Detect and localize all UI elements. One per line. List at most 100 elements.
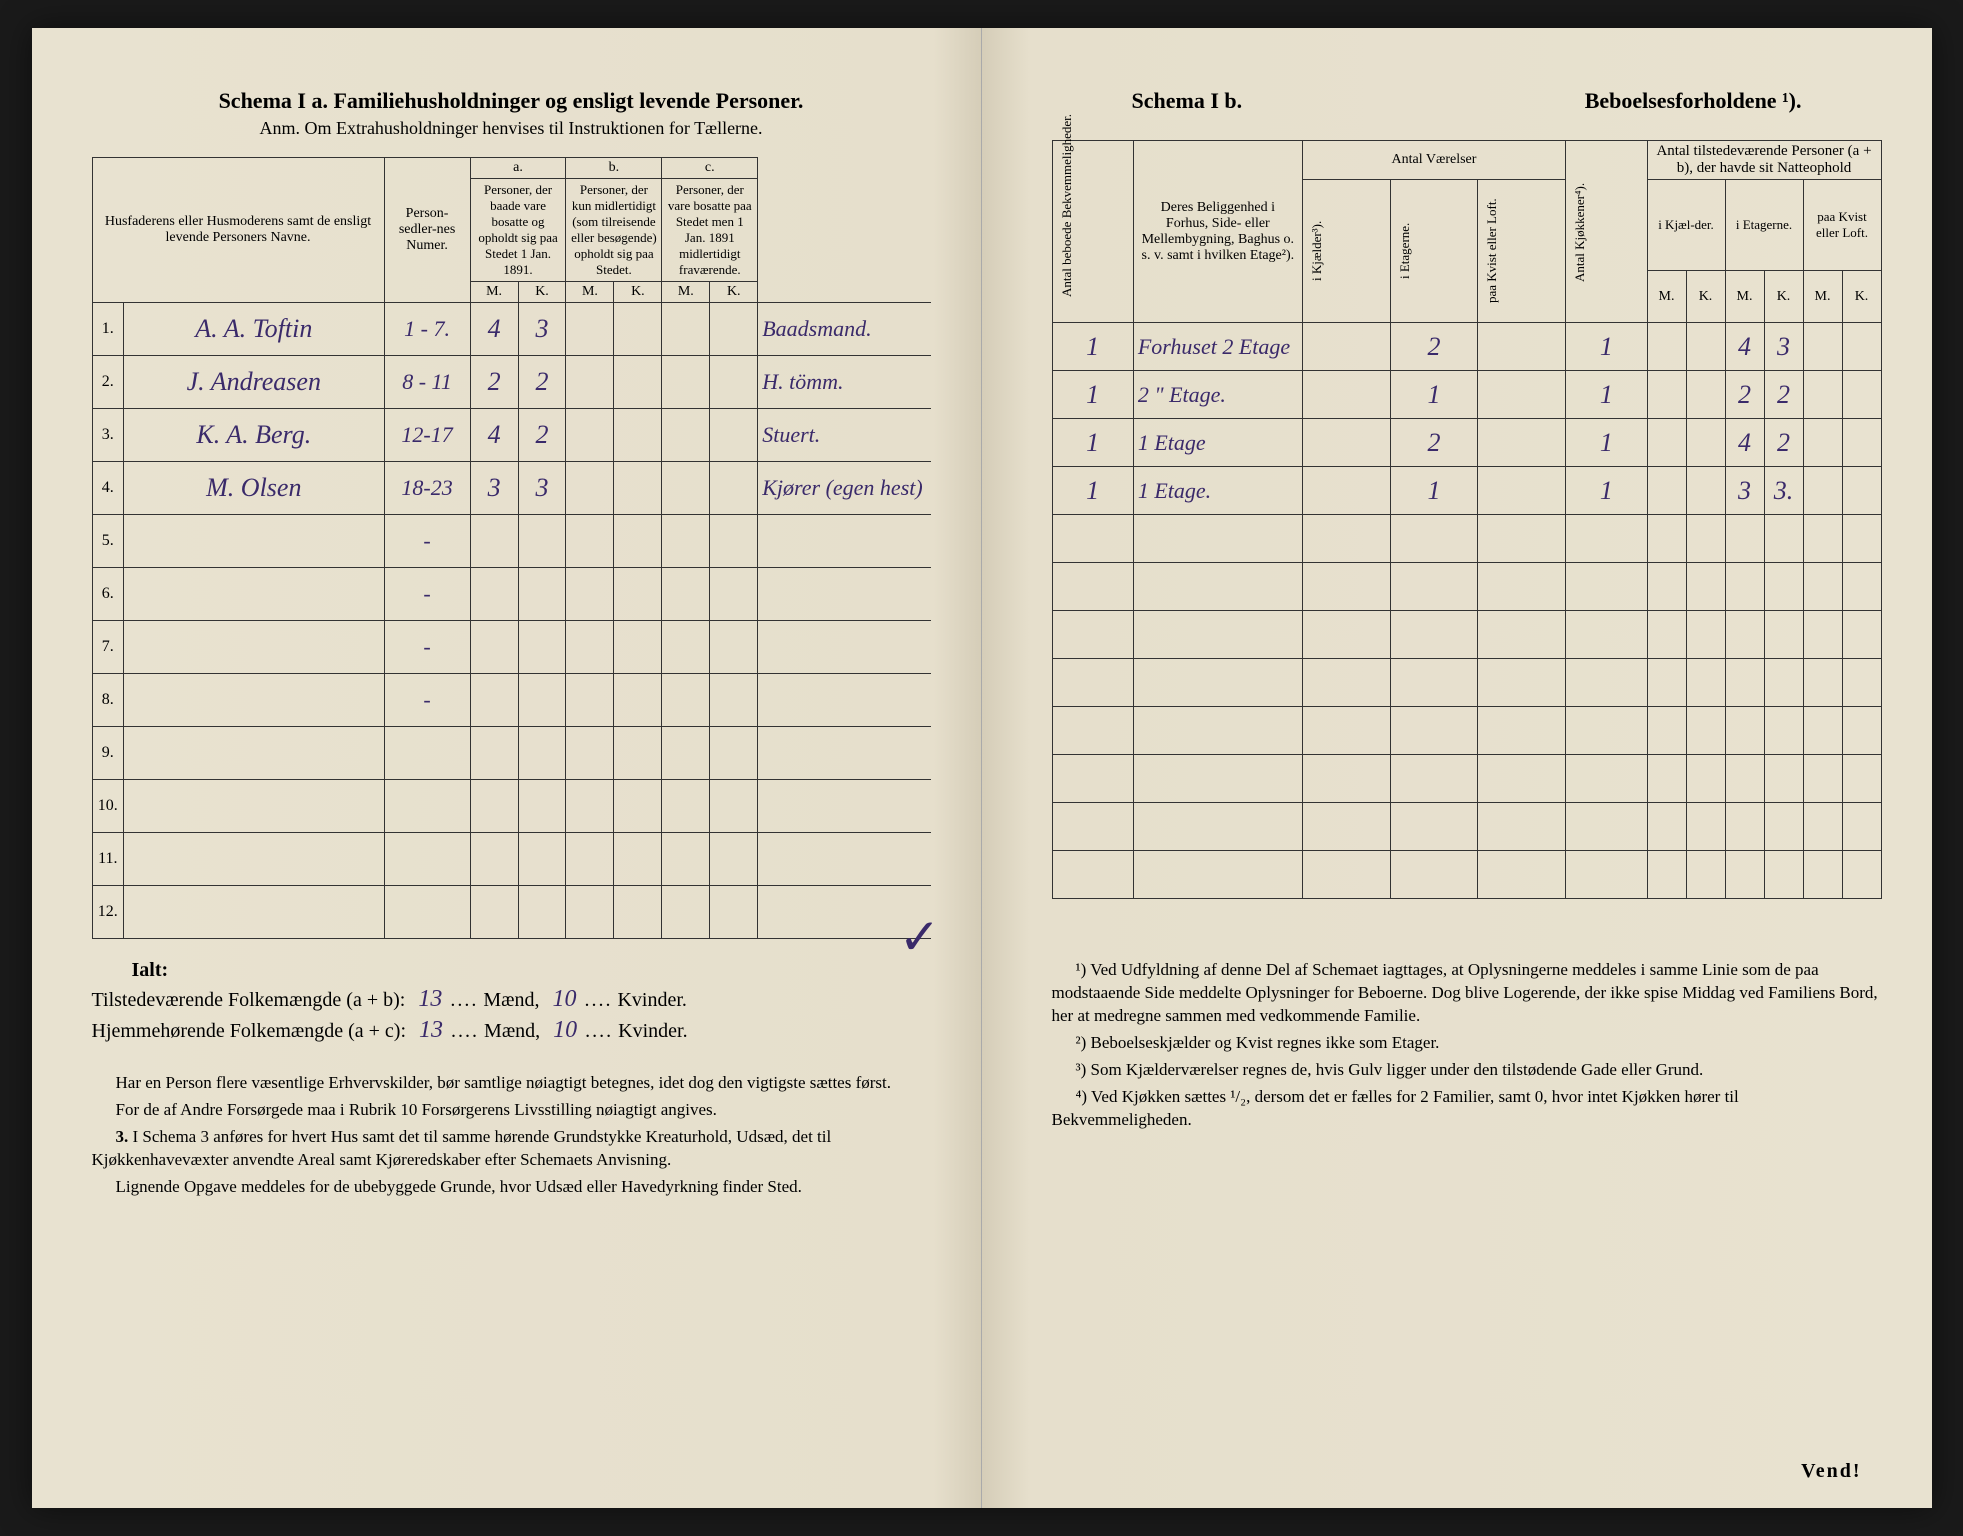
cM-cell xyxy=(662,727,710,780)
lk-cell xyxy=(1842,755,1881,803)
table-row: 6.- xyxy=(92,568,931,621)
kj-cell xyxy=(1302,467,1390,515)
kv-cell xyxy=(1478,803,1566,851)
totals-line-2: Hjemmehørende Folkemængde (a + c): 13...… xyxy=(92,1017,931,1044)
kk2-cell xyxy=(1686,467,1725,515)
bM-cell xyxy=(566,780,614,833)
lk-cell xyxy=(1842,707,1881,755)
km-cell xyxy=(1647,563,1686,611)
et-cell xyxy=(1390,707,1478,755)
pnum-cell: 8 - 11 xyxy=(384,356,470,409)
kk-cell xyxy=(1566,851,1647,899)
aM-cell: 2 xyxy=(470,356,518,409)
kj-cell xyxy=(1302,659,1390,707)
name-cell xyxy=(124,568,384,621)
ek-cell: 3 xyxy=(1764,323,1803,371)
hdr-names: Husfaderens eller Husmoderens samt de en… xyxy=(92,158,384,303)
km-cell xyxy=(1647,515,1686,563)
table-row: 5.- xyxy=(92,515,931,568)
bekv-cell: 1 xyxy=(1052,419,1133,467)
tot1-klabel: Kvinder. xyxy=(617,989,686,1011)
pnum-cell: - xyxy=(384,674,470,727)
pnum-cell: - xyxy=(384,621,470,674)
km-cell xyxy=(1647,371,1686,419)
name-cell: K. A. Berg. xyxy=(124,409,384,462)
lm-cell xyxy=(1803,659,1842,707)
table-row xyxy=(1052,659,1881,707)
schema-1a-title: Schema I a. Familiehusholdninger og ensl… xyxy=(92,88,931,114)
kk2-cell xyxy=(1686,419,1725,467)
lm-cell xyxy=(1803,323,1842,371)
hdr-b-text: Personer, der kun midlertidigt (som tilr… xyxy=(566,179,662,281)
aM-cell xyxy=(470,568,518,621)
title-1b-a: Schema I b. xyxy=(1132,88,1243,114)
schema-1b-title: Schema I b. Beboelsesforholdene ¹). xyxy=(1052,88,1882,114)
table-row: 3.K. A. Berg.12-1742Stuert. xyxy=(92,409,931,462)
em-cell xyxy=(1725,755,1764,803)
table-row: 11. xyxy=(92,833,931,886)
lk-cell xyxy=(1842,851,1881,899)
ek-cell xyxy=(1764,707,1803,755)
bekv-cell xyxy=(1052,851,1133,899)
occ-cell xyxy=(758,674,931,727)
pnum-cell xyxy=(384,833,470,886)
hdr-cK: K. xyxy=(710,281,758,302)
tot1-mlabel: Mænd, xyxy=(483,989,539,1011)
ek-cell: 2 xyxy=(1764,419,1803,467)
hdr-b-label: b. xyxy=(566,158,662,179)
kk2-cell xyxy=(1686,515,1725,563)
right-page: Schema I b. Beboelsesforholdene ¹). Anta… xyxy=(982,28,1932,1508)
table-row: 8.- xyxy=(92,674,931,727)
belig-cell xyxy=(1133,803,1302,851)
aM-cell xyxy=(470,780,518,833)
occ-cell xyxy=(758,833,931,886)
table-row: 11 Etage2142 xyxy=(1052,419,1881,467)
aK-cell xyxy=(518,515,566,568)
aM-cell xyxy=(470,621,518,674)
ek-cell xyxy=(1764,851,1803,899)
table-row: 9. xyxy=(92,727,931,780)
kj-cell xyxy=(1302,563,1390,611)
bekv-cell xyxy=(1052,659,1133,707)
bekv-cell xyxy=(1052,515,1133,563)
table-row: 1Forhuset 2 Etage2143 xyxy=(1052,323,1881,371)
pnum-cell: - xyxy=(384,568,470,621)
name-cell: M. Olsen xyxy=(124,462,384,515)
et-cell xyxy=(1390,515,1478,563)
cM-cell xyxy=(662,515,710,568)
table-row xyxy=(1052,515,1881,563)
left-foot2: For de af Andre Forsørgede maa i Rubrik … xyxy=(92,1099,931,1122)
tot2-k: 10 xyxy=(545,1017,585,1044)
aK-cell xyxy=(518,886,566,939)
hdr-r-K3: K. xyxy=(1842,271,1881,323)
kk2-cell xyxy=(1686,371,1725,419)
lk-cell xyxy=(1842,803,1881,851)
hdr-a-label: a. xyxy=(470,158,566,179)
aK-cell xyxy=(518,621,566,674)
bK-cell xyxy=(614,515,662,568)
bK-cell xyxy=(614,780,662,833)
occ-cell xyxy=(758,621,931,674)
kv-cell xyxy=(1478,755,1566,803)
hdr-belig: Deres Beliggenhed i Forhus, Side- eller … xyxy=(1133,141,1302,323)
bM-cell xyxy=(566,621,614,674)
row-number: 12. xyxy=(92,886,124,939)
em-cell xyxy=(1725,803,1764,851)
kv-cell xyxy=(1478,419,1566,467)
tot1-k: 10 xyxy=(544,986,584,1013)
cK-cell xyxy=(710,727,758,780)
hdr-bekv: Antal beboede Bekvemmeligheder. xyxy=(1052,141,1133,323)
row-number: 1. xyxy=(92,303,124,356)
ialt-label: Ialt: xyxy=(132,959,931,982)
table-row: 12. xyxy=(92,886,931,939)
aM-cell xyxy=(470,515,518,568)
cM-cell xyxy=(662,356,710,409)
lk-cell xyxy=(1842,323,1881,371)
kv-cell xyxy=(1478,563,1566,611)
belig-cell: 1 Etage xyxy=(1133,419,1302,467)
ek-cell xyxy=(1764,515,1803,563)
name-cell: A. A. Toftin xyxy=(124,303,384,356)
pnum-cell: 1 - 7. xyxy=(384,303,470,356)
kk-cell xyxy=(1566,707,1647,755)
occ-cell: Baadsmand. xyxy=(758,303,931,356)
